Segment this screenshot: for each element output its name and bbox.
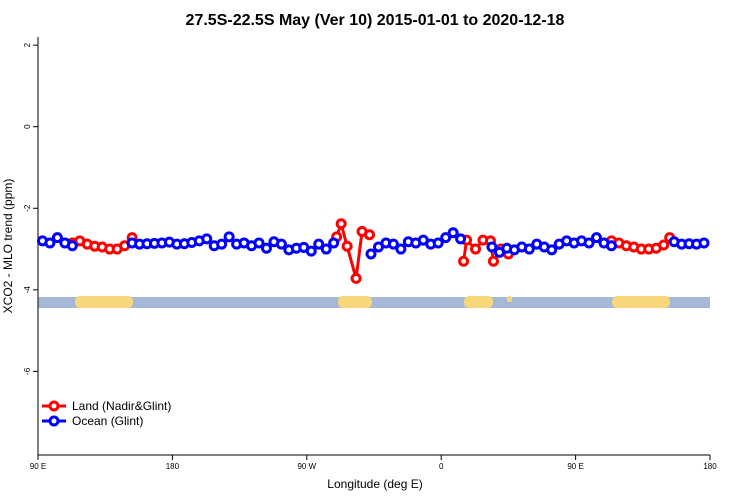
- chart-title: 27.5S-22.5S May (Ver 10) 2015-01-01 to 2…: [186, 12, 565, 29]
- legend-label: Ocean (Glint): [72, 414, 143, 428]
- point: [458, 255, 470, 267]
- point: [583, 237, 595, 249]
- legend-marker: [48, 415, 60, 427]
- point: [447, 227, 459, 239]
- x-tick-label: 90 E: [567, 462, 583, 471]
- point: [486, 241, 498, 253]
- point: [51, 232, 63, 244]
- point: [591, 232, 603, 244]
- point: [305, 245, 317, 257]
- point: [658, 239, 670, 251]
- point: [223, 231, 235, 243]
- x-tick-label: 0: [439, 462, 444, 471]
- legend-marker: [48, 400, 60, 412]
- point: [66, 240, 78, 252]
- point: [275, 238, 287, 250]
- point: [341, 240, 353, 252]
- point: [387, 238, 399, 250]
- y-tick-label: -6: [23, 367, 32, 375]
- point: [432, 237, 444, 249]
- point: [260, 242, 272, 254]
- point: [470, 243, 482, 255]
- y-tick-label: 2: [23, 42, 32, 47]
- point: [44, 237, 56, 249]
- point: [216, 238, 228, 250]
- point: [335, 218, 347, 230]
- point: [605, 240, 617, 252]
- point: [365, 248, 377, 260]
- point: [364, 229, 376, 241]
- x-tick-label: 180: [166, 462, 180, 471]
- x-tick-label: 90 W: [297, 462, 316, 471]
- point: [313, 238, 325, 250]
- x-tick-label: 180: [703, 462, 717, 471]
- land-mask: [38, 296, 710, 308]
- x-axis-label: Longitude (deg E): [327, 477, 422, 491]
- point: [350, 272, 362, 284]
- point: [523, 243, 535, 255]
- point: [395, 243, 407, 255]
- point: [455, 233, 467, 245]
- point: [253, 237, 265, 249]
- point: [698, 237, 710, 249]
- y-tick-label: -2: [23, 204, 32, 212]
- legend-label: Land (Nadir&Glint): [72, 399, 171, 413]
- y-tick-label: -4: [23, 286, 32, 294]
- point: [487, 255, 499, 267]
- y-tick-label: 0: [23, 124, 32, 129]
- point: [328, 237, 340, 249]
- point: [440, 232, 452, 244]
- point: [320, 243, 332, 255]
- y-axis-label: XCO2 - MLO trend (ppm): [1, 179, 15, 314]
- x-tick-label: 90 E: [30, 462, 46, 471]
- point: [201, 233, 213, 245]
- point: [546, 244, 558, 256]
